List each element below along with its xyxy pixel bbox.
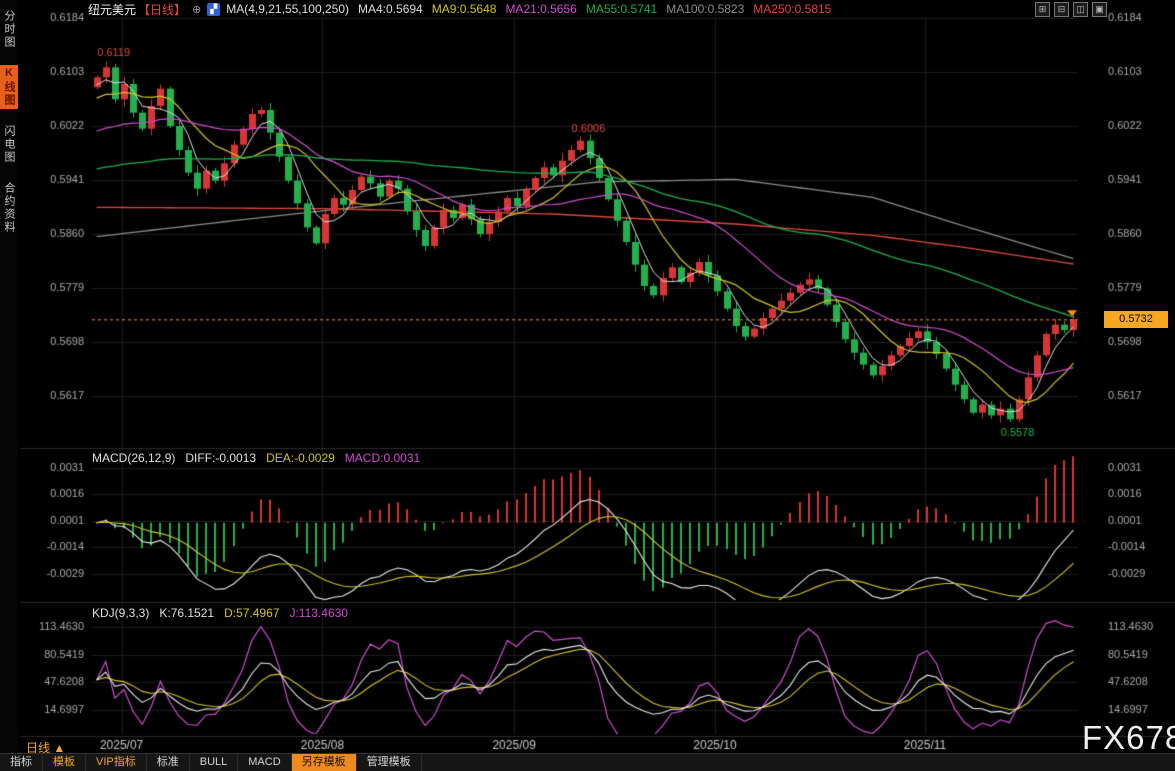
layout-split-icon[interactable]: ◫ [1073, 2, 1088, 17]
layout-rows-icon[interactable]: ⊟ [1054, 2, 1069, 17]
ma-values: MA4:0.5694 MA9:0.5648 MA21:0.5656 MA55:0.57… [349, 2, 831, 16]
chart-tool-icon[interactable]: ▞ [207, 2, 221, 16]
ma-value-1: MA4:0.5694 [358, 2, 423, 16]
sidebar-item-1[interactable]: 分时图 [3, 10, 15, 49]
current-price-tag: 0.5732 [1104, 311, 1168, 328]
tab-3[interactable]: VIP指标 [86, 754, 147, 771]
ma-value-3: MA21:0.5656 [505, 2, 577, 16]
tab-4[interactable]: 标准 [147, 754, 190, 771]
bottom-tab-bar: 指标 模板 VIP指标 标准 BULL MACD 另存模板 管理模板 [0, 753, 1175, 771]
macd-label-3: DEA:-0.0029 [266, 451, 335, 465]
watermark: FX678 [1082, 719, 1175, 756]
tab-5[interactable]: BULL [190, 754, 239, 771]
expand-icon[interactable]: ⊕ [192, 3, 202, 16]
layout-single-icon[interactable]: ▣ [1092, 2, 1107, 17]
macd-label-4: MACD:0.0031 [344, 451, 421, 465]
ma-group-label: MA(4,9,21,55,100,250) [226, 2, 349, 16]
period-selector[interactable]: 日线 ▲ [26, 741, 66, 755]
ma-value-6: MA250:0.5815 [753, 2, 832, 16]
sidebar: 分时图 K线图闪电图合约资料 [0, 0, 18, 771]
sidebar-item-3[interactable]: 闪电图 [3, 125, 15, 164]
macd-label-1: MACD(26,12,9) [92, 451, 176, 465]
sidebar-item-4[interactable]: 合约资料 [3, 182, 15, 234]
ma-value-5: MA100:0.5823 [666, 2, 745, 16]
kdj-label-row: KDJ(9,3,3) K:76.1521 D:57.4967 J:113.4630 [92, 606, 358, 620]
kdj-label-3: D:57.4967 [224, 606, 280, 620]
symbol-name: 纽元美元 [88, 2, 137, 17]
tab-7[interactable]: 另存模板 [291, 754, 357, 771]
kdj-label-1: KDJ(9,3,3) [92, 606, 150, 620]
chart-header: 纽元美元 【日线】 ⊕ ▞ MA(4,9,21,55,100,250) MA4:… [88, 1, 831, 17]
tab-1[interactable]: 指标 [0, 754, 43, 771]
tab-8[interactable]: 管理模板 [357, 754, 422, 771]
kdj-label-2: K:76.1521 [159, 606, 215, 620]
layout-grid-icon[interactable]: ⊞ [1035, 2, 1050, 17]
tab-2[interactable]: 模板 [43, 754, 86, 771]
period-label: 【日线】 [138, 2, 187, 17]
tab-6[interactable]: MACD [238, 754, 292, 771]
macd-label-2: DIFF:-0.0013 [185, 451, 257, 465]
ma-value-4: MA55:0.5741 [585, 2, 658, 16]
sidebar-item-2[interactable]: K线图 [0, 65, 18, 109]
window-controls: ⊞ ⊟ ◫ ▣ [1035, 2, 1107, 17]
ma-value-2: MA9:0.5648 [431, 2, 497, 16]
kdj-label-4: J:113.4630 [289, 606, 348, 620]
macd-label-row: MACD(26,12,9) DIFF:-0.0013 DEA:-0.0029 MACD… [92, 451, 430, 465]
